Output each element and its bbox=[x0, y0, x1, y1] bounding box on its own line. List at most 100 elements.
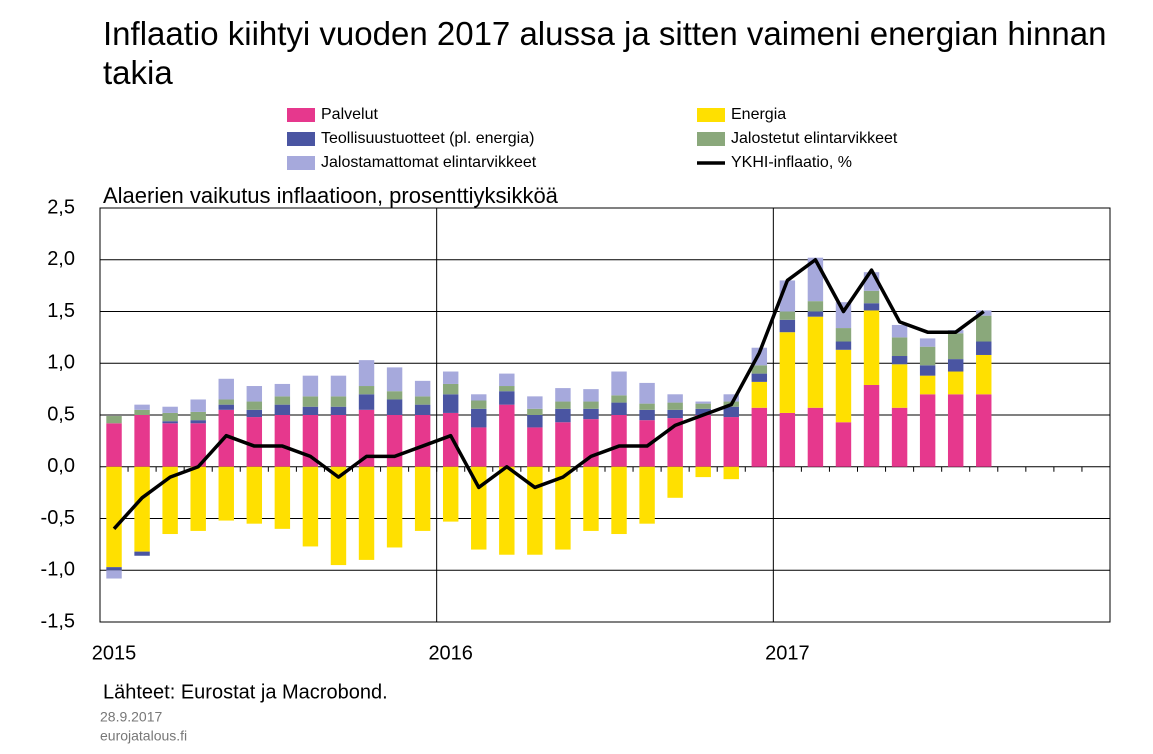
bar-segment bbox=[274, 415, 291, 467]
bar-segment bbox=[891, 337, 908, 357]
bar-segment bbox=[695, 403, 711, 409]
bar-segment bbox=[106, 567, 122, 571]
bar-segment bbox=[386, 391, 403, 400]
x-tick-label: 2015 bbox=[92, 642, 137, 664]
bar-segment bbox=[471, 427, 487, 467]
bar-segment bbox=[442, 412, 459, 467]
bar-segment bbox=[695, 415, 711, 467]
bar-segment bbox=[779, 319, 796, 333]
bar-segment bbox=[274, 383, 291, 397]
bar-segment bbox=[667, 394, 683, 403]
bar-segment bbox=[218, 404, 234, 410]
bar-segment bbox=[611, 466, 627, 535]
bar-segment bbox=[583, 408, 599, 420]
bar-segment bbox=[358, 409, 375, 467]
bar-segment bbox=[134, 409, 150, 415]
bar-segment bbox=[891, 364, 908, 408]
bar-segment bbox=[779, 332, 796, 413]
bar-segment bbox=[134, 551, 150, 556]
x-tick-label: 2016 bbox=[428, 642, 473, 664]
bar-segment bbox=[218, 399, 234, 405]
bar-segment bbox=[134, 415, 150, 467]
bar-segment bbox=[976, 394, 992, 467]
bar-segment bbox=[358, 360, 375, 387]
bar-segment bbox=[386, 415, 403, 467]
bar-segment bbox=[302, 375, 319, 397]
bar-segment bbox=[976, 354, 992, 395]
bar-segment bbox=[751, 365, 768, 374]
bar-segment bbox=[555, 466, 571, 550]
bar-segment bbox=[499, 373, 515, 387]
bar-segment bbox=[190, 411, 206, 421]
bar-segment bbox=[162, 421, 178, 424]
bar-segment bbox=[527, 408, 543, 415]
bar-segment bbox=[835, 349, 852, 423]
bar-segment bbox=[414, 396, 431, 405]
bar-segment bbox=[667, 402, 683, 410]
bar-segment bbox=[919, 365, 936, 376]
bar-segment bbox=[891, 324, 908, 338]
bar-segment bbox=[891, 356, 908, 365]
bar-segment bbox=[274, 404, 291, 415]
bar-segment bbox=[274, 396, 291, 405]
bar-segment bbox=[919, 375, 936, 395]
bar-segment bbox=[218, 466, 234, 521]
bar-segment bbox=[442, 371, 459, 384]
bar-segment bbox=[555, 401, 571, 409]
line-series bbox=[112, 258, 985, 531]
bar-segment bbox=[162, 423, 178, 467]
bar-segment bbox=[667, 466, 683, 498]
y-tick-label: 0,0 bbox=[47, 455, 75, 477]
bar-segment bbox=[386, 466, 403, 548]
bar-segment bbox=[751, 407, 768, 467]
legend-swatch bbox=[697, 132, 725, 146]
bar-segment bbox=[246, 409, 263, 418]
bar-segment bbox=[471, 408, 487, 428]
bar-segment bbox=[695, 466, 711, 478]
bar-segment bbox=[751, 381, 768, 408]
bar-segment bbox=[639, 403, 655, 410]
bar-segment bbox=[527, 415, 543, 428]
legend-swatch bbox=[287, 132, 315, 146]
bar-segment bbox=[190, 423, 206, 467]
bar-segment bbox=[611, 395, 627, 403]
bar-segment bbox=[863, 290, 880, 304]
bar-segment bbox=[976, 315, 992, 342]
bar-segment bbox=[639, 382, 655, 404]
bar-segment bbox=[414, 404, 431, 415]
bar-segment bbox=[695, 401, 711, 404]
bar-segment bbox=[611, 371, 627, 396]
bar-segment bbox=[639, 409, 655, 421]
plot-border bbox=[99, 207, 1111, 623]
bar-segment bbox=[442, 466, 459, 522]
bar-segment bbox=[527, 427, 543, 467]
bar-segment bbox=[639, 466, 655, 524]
bar-segment bbox=[947, 333, 964, 360]
x-tick-label: 2017 bbox=[765, 642, 810, 664]
bar-segment bbox=[919, 338, 936, 347]
bar-segment bbox=[583, 466, 599, 531]
bar-segment bbox=[386, 399, 403, 415]
bar-segment bbox=[835, 328, 852, 342]
bar-segment bbox=[246, 401, 263, 410]
bar-segment bbox=[106, 423, 122, 467]
bar-segment bbox=[330, 415, 347, 467]
bar-segment bbox=[302, 466, 319, 547]
y-tick-label: 0,5 bbox=[47, 403, 75, 425]
bar-segment bbox=[442, 383, 459, 395]
bar-segment bbox=[471, 394, 487, 401]
bar-segment bbox=[499, 466, 515, 555]
bar-segment bbox=[555, 408, 571, 423]
bar-segment bbox=[471, 400, 487, 409]
bar-segment bbox=[246, 386, 263, 402]
bar-segment bbox=[779, 412, 796, 467]
bar-segment bbox=[835, 341, 852, 350]
chart-subtitle: Alaerien vaikutus inflaatioon, prosentti… bbox=[103, 183, 559, 208]
bar-segment bbox=[246, 417, 263, 467]
bar-segment bbox=[807, 316, 824, 408]
y-tick-label: 2,5 bbox=[47, 196, 75, 218]
bar-segment bbox=[807, 301, 824, 312]
bar-segment bbox=[190, 466, 206, 531]
bar-segment bbox=[583, 389, 599, 402]
legend-swatch bbox=[697, 108, 725, 122]
